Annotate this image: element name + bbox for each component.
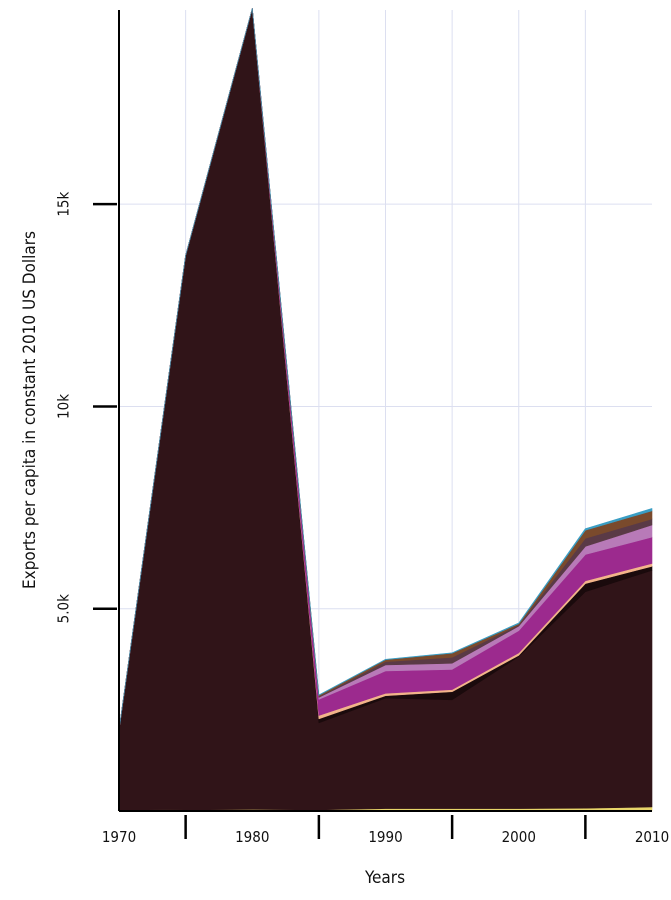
- area-series-8: [118, 8, 653, 731]
- x-tick-label: 1980: [235, 828, 269, 846]
- x-tick-label: 1970: [102, 828, 136, 846]
- x-tick-label: 2010: [635, 828, 669, 846]
- x-axis-label: Years: [364, 868, 405, 888]
- x-tick-label: 1990: [368, 828, 402, 846]
- plot-frame: [118, 10, 652, 812]
- y-tick-label: 15k: [55, 192, 73, 217]
- y-tick-label: 10k: [55, 394, 73, 419]
- axis-ticks: 1970 1980 1990 2000 2010 5.0k 10k 15k: [55, 192, 670, 846]
- y-tick-label: 5.0k: [55, 594, 73, 623]
- y-axis-label: Exports per capita in constant 2010 US D…: [20, 231, 40, 589]
- stacked-areas: [118, 8, 653, 812]
- x-tick-label: 2000: [502, 828, 536, 846]
